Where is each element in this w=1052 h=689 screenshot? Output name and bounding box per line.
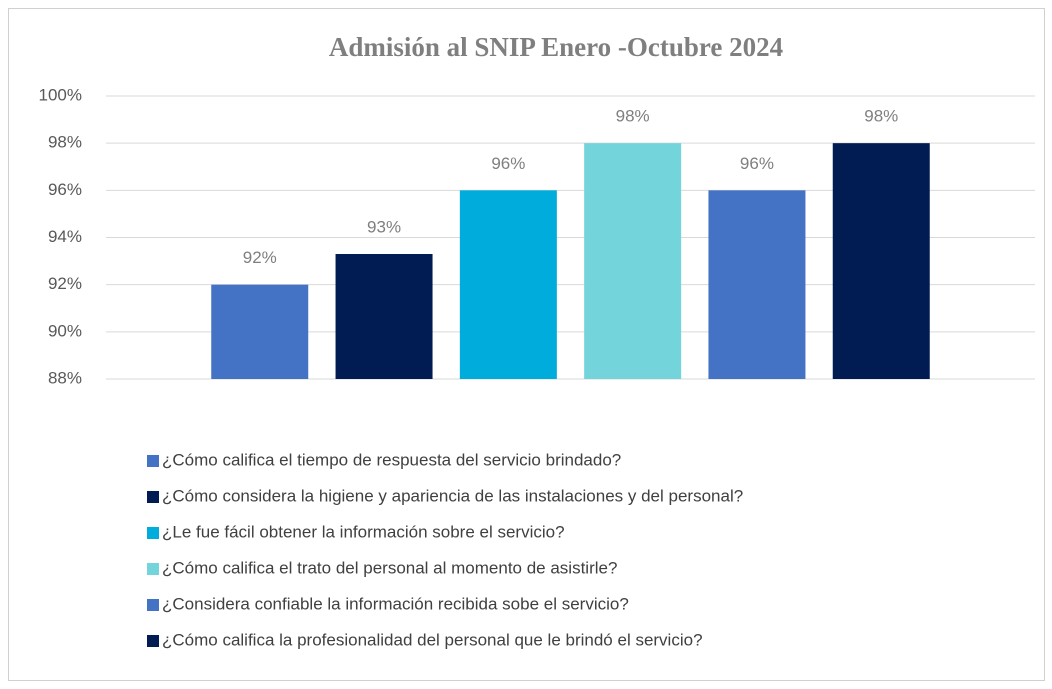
legend-label: ¿Le fue fácil obtener la información sob… xyxy=(162,522,565,541)
legend-label: ¿Cómo califica el trato del personal al … xyxy=(162,558,617,577)
data-label: 96% xyxy=(491,154,525,173)
y-tick-label: 90% xyxy=(48,321,82,340)
y-tick-label: 94% xyxy=(48,227,82,246)
bar xyxy=(584,143,682,379)
legend-swatch xyxy=(147,635,159,647)
data-label: 92% xyxy=(243,248,277,267)
data-label: 96% xyxy=(740,154,774,173)
legend-swatch xyxy=(147,563,159,575)
legend-label: ¿Cómo califica la profesionalidad del pe… xyxy=(162,630,703,649)
bar xyxy=(459,190,557,379)
legend-swatch xyxy=(147,455,159,467)
legend-swatch xyxy=(147,599,159,611)
y-tick-label: 100% xyxy=(39,85,82,104)
legend-swatch xyxy=(147,491,159,503)
data-label: 98% xyxy=(616,107,650,126)
y-tick-label: 92% xyxy=(48,274,82,293)
legend-label: ¿Cómo califica el tiempo de respuesta de… xyxy=(162,450,621,469)
bar xyxy=(708,190,806,379)
legend-swatch xyxy=(147,527,159,539)
legend-label: ¿Considera confiable la información reci… xyxy=(162,594,629,613)
data-label: 93% xyxy=(367,217,401,236)
y-tick-label: 96% xyxy=(48,180,82,199)
bar xyxy=(211,284,309,379)
legend-label: ¿Cómo considera la higiene y apariencia … xyxy=(162,486,743,505)
data-label: 98% xyxy=(864,107,898,126)
y-tick-label: 98% xyxy=(48,133,82,152)
bar xyxy=(832,143,930,379)
bar xyxy=(335,254,433,379)
chart-title: Admisión al SNIP Enero -Octubre 2024 xyxy=(329,32,783,62)
y-tick-label: 88% xyxy=(48,368,82,387)
